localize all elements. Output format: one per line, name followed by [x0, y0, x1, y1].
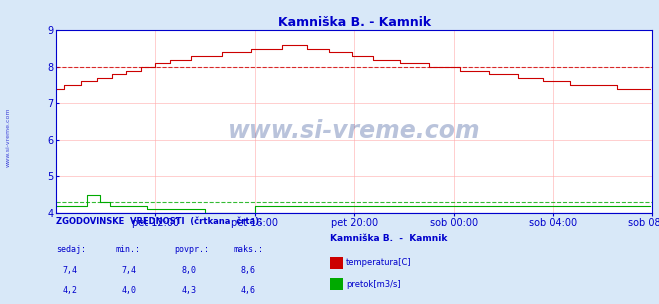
- Text: pretok[m3/s]: pretok[m3/s]: [346, 280, 401, 289]
- Text: 8,0: 8,0: [181, 266, 196, 275]
- Text: ZGODOVINSKE  VREDNOSTI  (črtkana  črta):: ZGODOVINSKE VREDNOSTI (črtkana črta):: [56, 217, 262, 226]
- Text: 7,4: 7,4: [63, 266, 78, 275]
- Text: maks.:: maks.:: [234, 245, 264, 254]
- Text: 4,3: 4,3: [181, 286, 196, 295]
- Text: Kamniška B.  -  Kamnik: Kamniška B. - Kamnik: [330, 234, 447, 243]
- Text: 4,2: 4,2: [63, 286, 78, 295]
- Text: www.si-vreme.com: www.si-vreme.com: [228, 119, 480, 143]
- Text: www.si-vreme.com: www.si-vreme.com: [5, 107, 11, 167]
- Text: povpr.:: povpr.:: [175, 245, 210, 254]
- Text: 7,4: 7,4: [122, 266, 137, 275]
- Text: 4,0: 4,0: [122, 286, 137, 295]
- Text: 8,6: 8,6: [241, 266, 256, 275]
- Title: Kamniška B. - Kamnik: Kamniška B. - Kamnik: [277, 16, 431, 29]
- Text: 4,6: 4,6: [241, 286, 256, 295]
- Text: min.:: min.:: [115, 245, 140, 254]
- Text: sedaj:: sedaj:: [56, 245, 86, 254]
- Text: temperatura[C]: temperatura[C]: [346, 258, 412, 268]
